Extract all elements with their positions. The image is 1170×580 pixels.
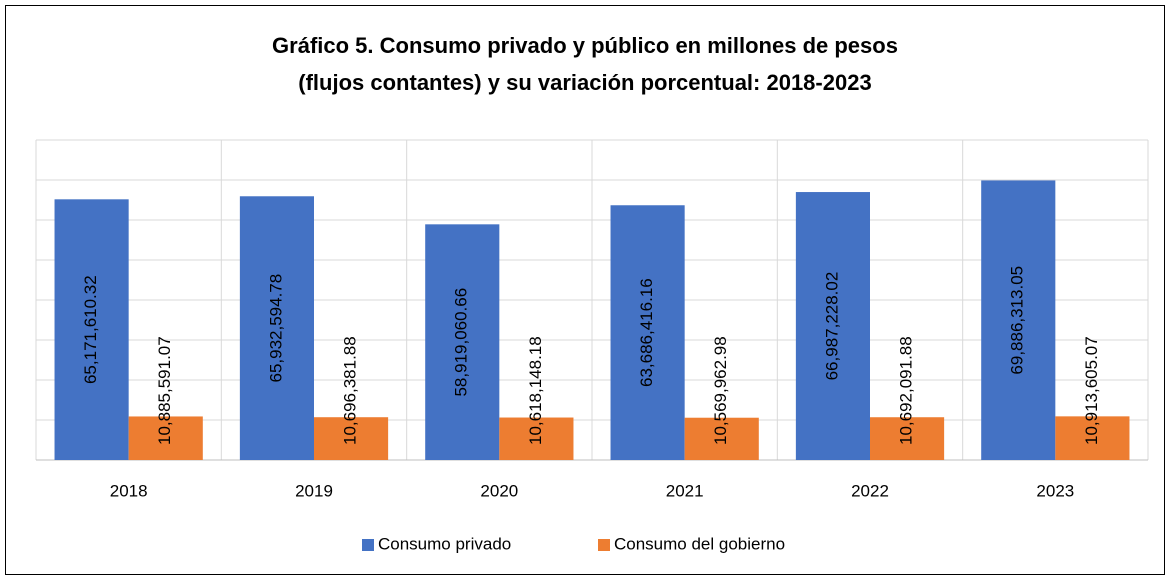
- legend-label: Consumo privado: [378, 534, 511, 553]
- x-tick-label: 2018: [110, 481, 148, 500]
- data-label: 10,885,591.07: [155, 336, 174, 445]
- bar: [54, 199, 129, 461]
- x-tick-label: 2020: [480, 481, 518, 500]
- data-label: 63,686,416.16: [637, 278, 656, 387]
- bar: [795, 192, 870, 460]
- bar: [610, 205, 685, 460]
- chart-title: Gráfico 5. Consumo privado y público en …: [272, 33, 898, 58]
- bar: [1055, 416, 1130, 460]
- data-label: 69,886,313.05: [1008, 266, 1027, 375]
- bar: [499, 417, 574, 460]
- bar: [128, 416, 203, 460]
- data-label: 65,932,594.78: [266, 274, 285, 383]
- bar: [870, 417, 945, 460]
- chart-frame: [5, 5, 1165, 575]
- data-label: 10,913,605.07: [1082, 336, 1101, 445]
- bar: [239, 196, 314, 460]
- chart-title: (flujos contantes) y su variación porcen…: [298, 70, 871, 95]
- data-label: 65,171,610.32: [81, 275, 100, 384]
- x-tick-label: 2023: [1036, 481, 1074, 500]
- data-label: 10,696,381.88: [341, 336, 360, 445]
- x-tick-label: 2021: [666, 481, 704, 500]
- data-label: 10,569,962.98: [711, 336, 730, 445]
- data-label: 10,618,148.18: [526, 336, 545, 445]
- bar: [684, 417, 759, 460]
- bar: [425, 224, 500, 460]
- legend-swatch: [598, 539, 610, 551]
- data-label: 66,987,228.02: [822, 272, 841, 381]
- legend-swatch: [362, 539, 374, 551]
- data-label: 10,692,091.88: [897, 336, 916, 445]
- x-tick-label: 2022: [851, 481, 889, 500]
- x-tick-label: 2019: [295, 481, 333, 500]
- data-label: 58,919,060.66: [452, 288, 471, 397]
- bar: [981, 180, 1056, 460]
- bar: [314, 417, 389, 460]
- legend-label: Consumo del gobierno: [614, 534, 785, 553]
